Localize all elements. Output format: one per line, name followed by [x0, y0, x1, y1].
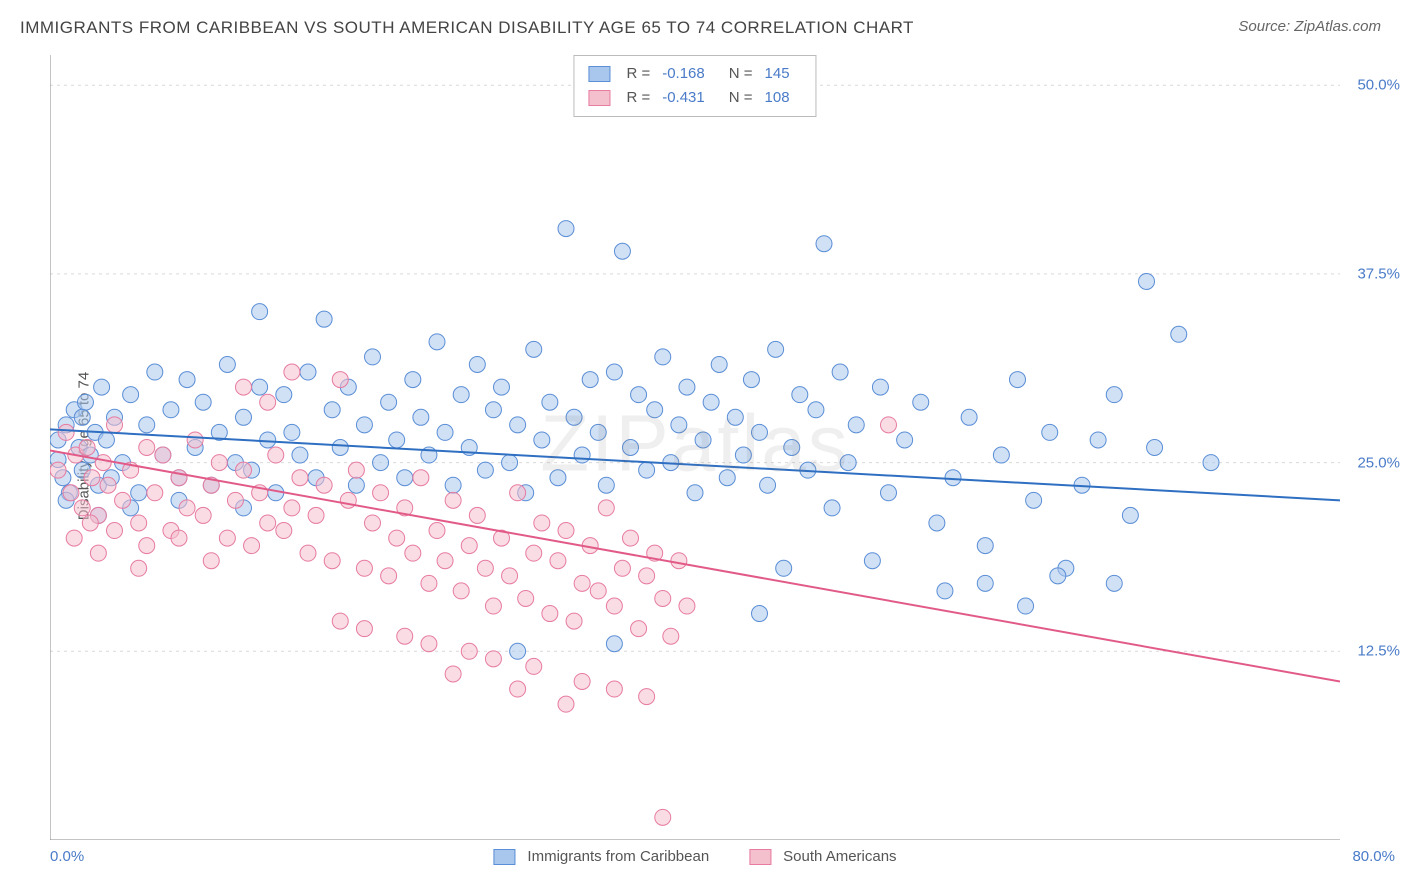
scatter-plot	[50, 55, 1340, 840]
chart-title: IMMIGRANTS FROM CARIBBEAN VS SOUTH AMERI…	[20, 18, 914, 38]
plot-area: ZIPatlas R = -0.168 N = 145 R = -0.431 N…	[50, 55, 1340, 840]
stats-row-series-2: R = -0.431 N = 108	[588, 86, 801, 110]
bottom-legend: Immigrants from Caribbean South American…	[493, 848, 896, 865]
swatch-series-2	[588, 90, 610, 106]
y-tick: 50.0%	[1357, 77, 1400, 94]
chart-container: IMMIGRANTS FROM CARIBBEAN VS SOUTH AMERI…	[0, 0, 1406, 892]
y-tick: 12.5%	[1357, 643, 1400, 660]
y-tick: 37.5%	[1357, 265, 1400, 282]
y-tick: 25.0%	[1357, 454, 1400, 471]
x-tick-max: 80.0%	[1352, 848, 1395, 865]
swatch-series-1	[588, 66, 610, 82]
legend-item-2: South Americans	[749, 848, 896, 865]
stats-row-series-1: R = -0.168 N = 145	[588, 62, 801, 86]
legend-item-1: Immigrants from Caribbean	[493, 848, 709, 865]
stats-legend: R = -0.168 N = 145 R = -0.431 N = 108	[573, 55, 816, 117]
x-tick-min: 0.0%	[50, 848, 84, 865]
legend-swatch-1	[493, 849, 515, 865]
source-label: Source: ZipAtlas.com	[1238, 18, 1381, 35]
legend-swatch-2	[749, 849, 771, 865]
